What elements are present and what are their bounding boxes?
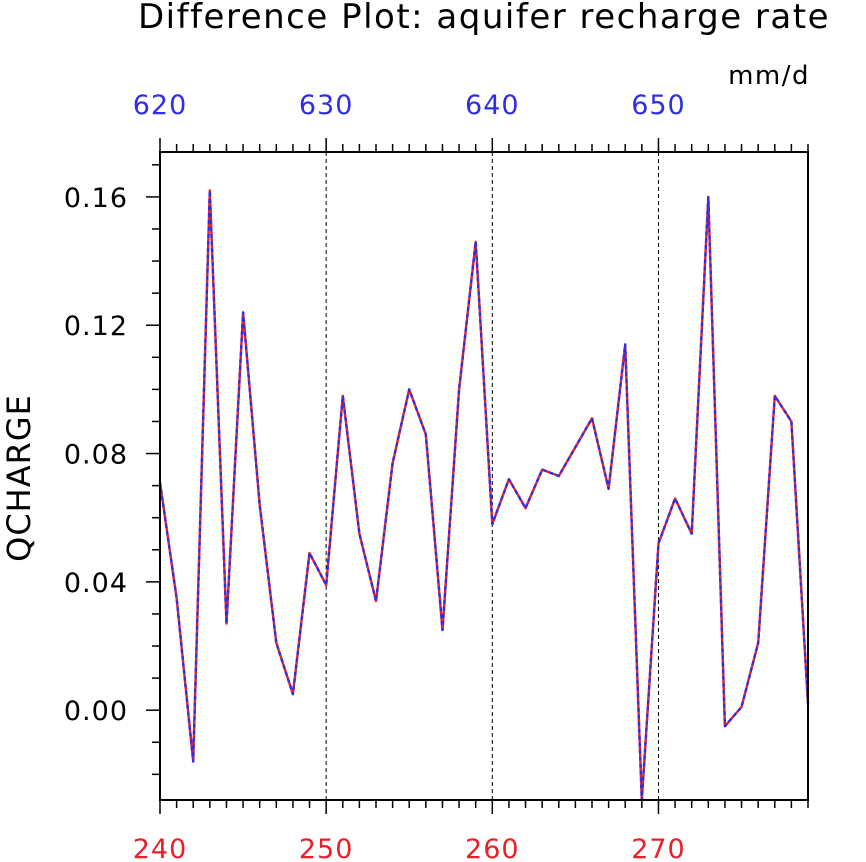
series-line-2 [158, 189, 810, 802]
y-tick-label: 0.16 [64, 183, 128, 214]
x-bottom-tick-label: 250 [299, 834, 354, 862]
plot-frame [159, 151, 809, 801]
series-line-1 [158, 189, 810, 802]
x-top-tick-label: 640 [465, 90, 520, 121]
series-group [158, 189, 810, 802]
y-tick-label: 0.08 [64, 440, 128, 471]
y-axis-label: QCHARGE [0, 394, 38, 562]
x-bottom-tick-label: 260 [465, 834, 520, 862]
units-label: mm/d [728, 61, 810, 91]
x-top-tick-label: 620 [133, 90, 188, 121]
grid-lines [325, 152, 659, 800]
x-bottom-tick-label: 270 [631, 834, 686, 862]
x-bottom-tick-label: 240 [133, 834, 188, 862]
x-top-tick-label: 630 [299, 90, 354, 121]
tick-labels: 0.00 0.04 0.08 0.12 0.16 240 620 250 630 260 640 27… [64, 90, 686, 862]
axis-ticks [146, 138, 809, 814]
chart-title: Difference Plot: aquifer recharge rate [138, 0, 830, 37]
y-tick-label: 0.12 [64, 311, 128, 342]
y-tick-label: 0.04 [64, 568, 128, 599]
x-top-tick-label: 650 [631, 90, 686, 121]
y-tick-label: 0.00 [64, 696, 128, 727]
